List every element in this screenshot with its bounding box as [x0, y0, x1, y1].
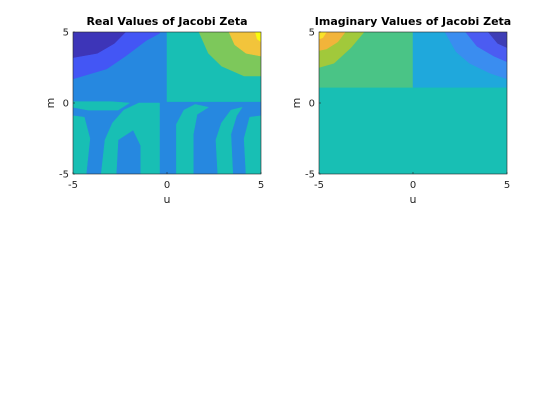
imaginary-contour-regions [319, 32, 507, 174]
real-contour-level-4-region [73, 101, 131, 111]
real-x-tick-label: -5 [68, 180, 78, 191]
real-contour-level-4-region [215, 106, 243, 174]
imaginary-y-tick-label: -5 [305, 170, 315, 181]
real-y-tick-label: 5 [63, 28, 69, 39]
real-contour-level-4-region [100, 102, 160, 174]
real-axis-ticks: -5 0 5 -5 0 5 [59, 28, 264, 192]
real-values-subplot: Real Values of Jacobi Zeta -5 0 5 -5 0 5 u m [44, 15, 264, 206]
real-contour-regions [73, 32, 261, 174]
imaginary-x-tick-label: -5 [314, 180, 324, 191]
imaginary-x-tick-label: 5 [504, 180, 510, 191]
imaginary-y-tick-label: 0 [309, 99, 315, 110]
real-contour-level-1-region [73, 32, 126, 58]
imaginary-chart-title: Imaginary Values of Jacobi Zeta [315, 15, 511, 28]
imaginary-contour-level-0-region [487, 32, 507, 48]
real-contour-level-4-region [73, 115, 91, 174]
imaginary-x-tick-label: 0 [410, 180, 416, 191]
real-contour-level-6-region [228, 32, 261, 57]
real-y-axis-label: m [44, 98, 57, 109]
imaginary-contour-level-8-region [319, 32, 327, 40]
imaginary-y-tick-label: 5 [309, 28, 315, 39]
real-contour-level-4-region [243, 115, 261, 174]
imaginary-x-axis-label: u [410, 193, 417, 206]
imaginary-axis-ticks: -5 0 5 -5 0 5 [305, 28, 510, 192]
real-x-tick-label: 0 [164, 180, 170, 191]
imaginary-y-axis-label: m [290, 98, 303, 109]
real-x-axis-label: u [164, 193, 171, 206]
real-contour-level-4-region [176, 104, 210, 174]
imaginary-contour-level-7-region [319, 32, 346, 51]
real-chart-title: Real Values of Jacobi Zeta [86, 15, 247, 28]
real-y-tick-label: -5 [59, 170, 69, 181]
real-contour-level-7-region [255, 32, 261, 43]
real-x-tick-label: 5 [258, 180, 264, 191]
imaginary-values-subplot: Imaginary Values of Jacobi Zeta -5 0 5 -5 0 5… [290, 15, 511, 206]
real-y-tick-label: 0 [63, 99, 69, 110]
